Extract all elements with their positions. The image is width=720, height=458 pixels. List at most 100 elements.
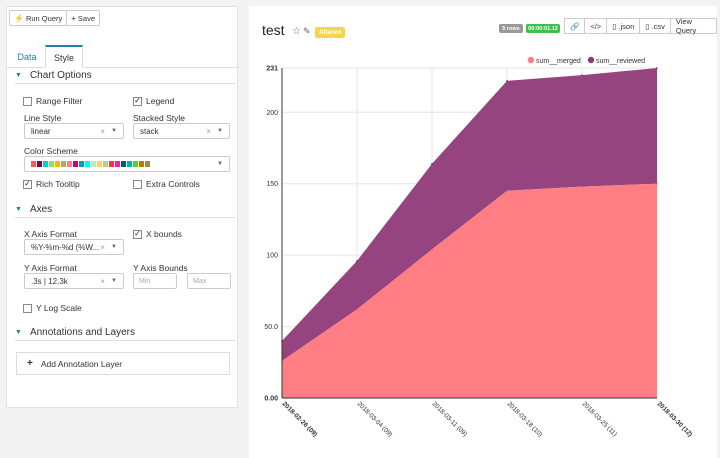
y-log-scale-label: Y Log Scale (36, 303, 82, 313)
color-swatch (121, 161, 126, 167)
stacked-style-label: Stacked Style (133, 113, 185, 123)
x-bounds-label: X bounds (146, 229, 182, 239)
color-scheme-label: Color Scheme (24, 146, 78, 156)
tab-style[interactable]: Style (45, 45, 83, 69)
y-tick-label: 100 (266, 253, 278, 260)
data-point-merged (356, 308, 358, 311)
json-label: .json (618, 21, 635, 31)
annotations-title: Annotations and Layers (29, 327, 136, 338)
export-json-button[interactable]: ▯ .json (606, 18, 641, 34)
color-swatch (67, 161, 72, 167)
y-tick-label: 200 (266, 110, 278, 117)
x-bounds-option[interactable]: ✓ X bounds (133, 229, 182, 239)
stacked-style-select[interactable]: stack × ▼ (133, 123, 230, 139)
line-style-select[interactable]: linear × ▼ (24, 123, 124, 139)
legend-label: sum__merged (536, 58, 581, 65)
data-point-reviewed (581, 74, 583, 76)
chart-options-title: Chart Options (29, 70, 92, 81)
code-icon: </> (590, 21, 602, 31)
x-tick-label: 2018-03-18 (10) (506, 400, 544, 438)
series-area-sum-reviewed (282, 68, 657, 361)
line-style-value: linear (31, 126, 51, 136)
data-point-merged (506, 190, 508, 192)
legend-label: sum__reviewed (596, 58, 645, 65)
color-swatch (49, 161, 54, 167)
legend-option[interactable]: ✓ Legend (133, 96, 174, 106)
color-swatch (85, 161, 90, 167)
clear-icon[interactable]: × (100, 276, 105, 286)
chevron-down-icon: ▼ (217, 128, 223, 134)
rich-tooltip-option[interactable]: ✓ Rich Tooltip (23, 179, 80, 189)
legend-checkbox[interactable]: ✓ (133, 96, 142, 106)
extra-controls-checkbox[interactable] (133, 179, 142, 189)
save-label: Save (77, 13, 96, 23)
color-swatch (91, 161, 96, 167)
extra-controls-option[interactable]: Extra Controls (133, 179, 200, 189)
tab-data[interactable]: Data (17, 52, 37, 62)
x-bounds-checkbox[interactable]: ✓ (133, 229, 142, 239)
run-query-button[interactable]: ⚡ Run Query (9, 10, 68, 26)
y-tick-label: 231 (266, 66, 278, 73)
chart-options-header[interactable]: ▼ Chart Options (15, 68, 235, 84)
run-query-label: Run Query (25, 13, 63, 23)
y-tick-label: 0.00 (264, 396, 278, 403)
color-scheme-select[interactable]: ▼ (24, 156, 230, 172)
add-annotation-layer-label: Add Annotation Layer (40, 358, 123, 369)
data-point-merged (656, 182, 658, 185)
chevron-down-icon: ▼ (111, 278, 117, 284)
y-bound-max-input[interactable]: Max (187, 273, 231, 289)
annotations-header[interactable]: ▼ Annotations and Layers (15, 325, 235, 341)
legend-swatch (587, 56, 595, 64)
add-annotation-layer-button[interactable]: + Add Annotation Layer (16, 352, 230, 375)
clear-icon[interactable]: × (100, 126, 105, 136)
slice-title[interactable]: test (262, 22, 285, 38)
file-icon: ▯ (612, 21, 617, 31)
chevron-down-icon: ▼ (217, 161, 223, 167)
control-panel: ⚡ Run Query + Save Data Style ▼ Chart Op… (6, 6, 239, 408)
x-tick-label: 2018-03-30 (12) (656, 400, 694, 438)
x-axis-format-label: X Axis Format (24, 229, 77, 239)
x-tick-label: 2018-03-25 (11) (581, 400, 619, 438)
y-log-scale-option[interactable]: Y Log Scale (23, 303, 82, 313)
altered-badge[interactable]: Altered (315, 27, 346, 38)
star-icon[interactable]: ☆ (292, 26, 301, 37)
axes-title: Axes (29, 204, 53, 215)
rich-tooltip-checkbox[interactable]: ✓ (23, 179, 32, 189)
color-swatch (31, 161, 36, 167)
y-bound-min-input[interactable]: Min (133, 273, 177, 289)
color-swatch (97, 161, 102, 167)
view-query-button[interactable]: View Query (669, 17, 717, 35)
query-time-badge: 00:00:01.12 (526, 24, 560, 33)
y-log-scale-checkbox[interactable] (23, 303, 32, 313)
rich-tooltip-label: Rich Tooltip (36, 179, 80, 189)
y-axis-format-value: .3s | 12.3k (31, 276, 68, 286)
range-filter-label: Range Filter (36, 96, 83, 106)
data-point-merged (431, 248, 433, 251)
data-point-reviewed (656, 67, 658, 69)
control-tabs: Data Style (7, 43, 239, 69)
edit-icon[interactable]: ✎ (303, 26, 311, 36)
x-axis-format-select[interactable]: %Y-%m-%d (%W... × ▼ (24, 239, 124, 255)
link-icon: 🔗 (570, 21, 580, 31)
color-swatch (109, 161, 114, 167)
row-count-badge: 5 rows (499, 24, 523, 33)
x-tick-label: 2018-03-04 (09) (356, 400, 394, 438)
range-filter-checkbox[interactable] (23, 96, 32, 106)
data-point-merged (581, 185, 583, 188)
y-axis-format-select[interactable]: .3s | 12.3k × ▼ (24, 273, 124, 289)
export-csv-button[interactable]: ▯ .csv (639, 18, 671, 34)
clear-icon[interactable]: × (100, 242, 105, 252)
query-toolbar: ⚡ Run Query + Save (9, 10, 101, 26)
color-swatch (115, 161, 120, 167)
clear-icon[interactable]: × (206, 126, 211, 136)
color-swatch (37, 161, 42, 167)
series-area-sum-merged (282, 183, 657, 398)
bolt-icon: ⚡ (14, 13, 24, 23)
data-point-reviewed (506, 80, 508, 82)
color-swatch (127, 161, 132, 167)
color-swatch (103, 161, 108, 167)
axes-header[interactable]: ▼ Axes (15, 202, 235, 218)
chevron-down-icon: ▼ (111, 244, 117, 250)
range-filter-option[interactable]: Range Filter (23, 96, 82, 106)
save-button[interactable]: + Save (66, 10, 101, 26)
